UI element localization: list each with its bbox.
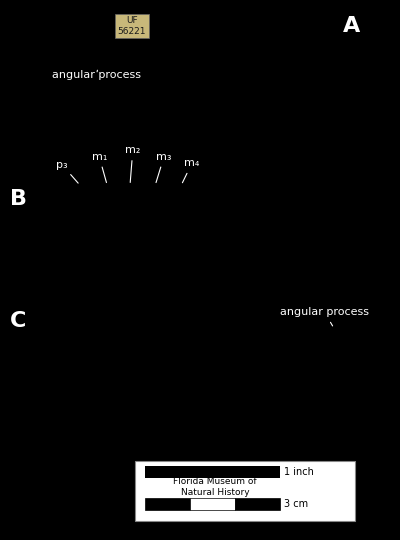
- Text: p₃: p₃: [56, 160, 78, 183]
- Bar: [145, 498, 190, 510]
- Bar: [190, 498, 235, 510]
- Text: 1 inch: 1 inch: [284, 467, 314, 477]
- Text: Florida Museum of
Natural History: Florida Museum of Natural History: [173, 477, 257, 497]
- Bar: [145, 466, 280, 478]
- Text: m₃: m₃: [156, 152, 172, 183]
- Text: C: C: [10, 311, 26, 332]
- Text: m₁: m₁: [92, 152, 107, 183]
- Text: angular process: angular process: [52, 70, 141, 79]
- Text: m₄: m₄: [182, 158, 200, 183]
- Text: angular process: angular process: [280, 307, 369, 326]
- Bar: [135, 461, 355, 521]
- Bar: [235, 498, 280, 510]
- Text: A: A: [343, 16, 361, 36]
- Text: B: B: [10, 188, 26, 209]
- Text: 3 cm: 3 cm: [284, 499, 308, 509]
- Text: UF
56221: UF 56221: [118, 16, 146, 36]
- Text: m₂: m₂: [125, 145, 140, 183]
